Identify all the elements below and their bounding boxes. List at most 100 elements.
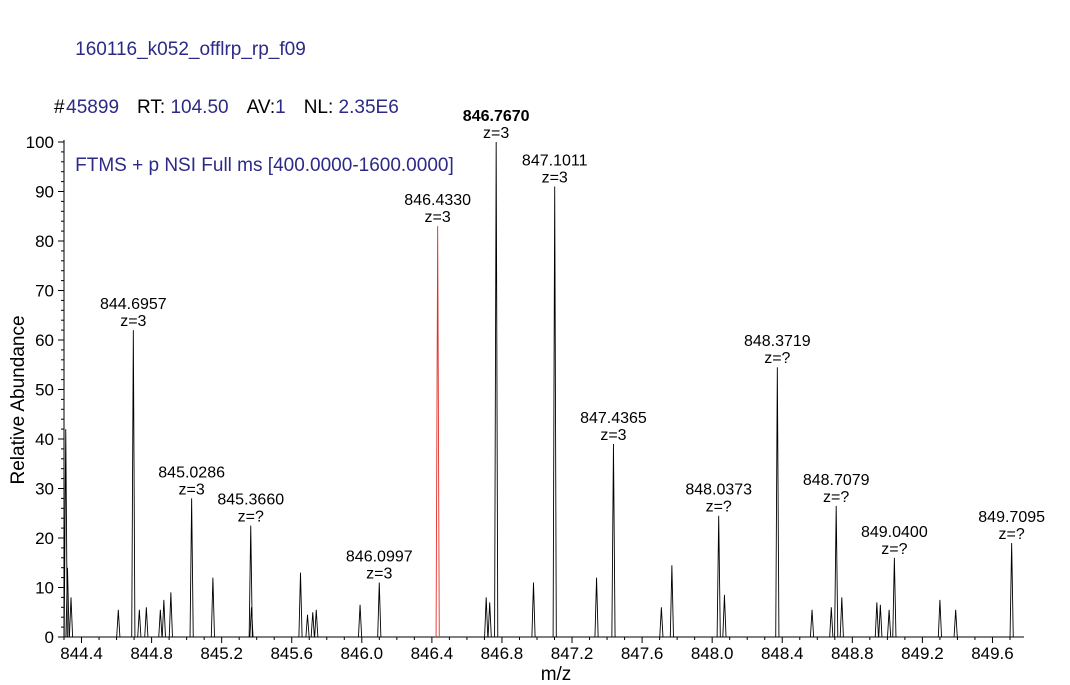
spectrum-peak bbox=[310, 612, 315, 638]
spectrum-peak bbox=[1009, 542, 1014, 638]
peak-charge-label: z=? bbox=[238, 509, 264, 526]
y-tick-label: 20 bbox=[35, 529, 54, 548]
spectrum-peak bbox=[953, 609, 958, 638]
spectrum-peak bbox=[63, 429, 68, 638]
x-tick-label: 846.8 bbox=[481, 644, 524, 663]
spectrum-peak bbox=[65, 567, 70, 638]
spectrum-peak bbox=[484, 597, 489, 638]
peak-charge-label: z=3 bbox=[483, 125, 509, 142]
peak-charge-label: z=3 bbox=[179, 481, 205, 498]
spectrum-peak bbox=[659, 607, 664, 638]
spectrum-peak bbox=[487, 602, 492, 638]
x-tick-label: 847.2 bbox=[551, 644, 594, 663]
chart-axes: 0 10 20 30 40 50 60 70 80 90 100 844.4 844.8 845.2 845… bbox=[26, 133, 1024, 663]
y-tick-label: 0 bbox=[45, 628, 54, 647]
x-tick-label: 844.4 bbox=[60, 644, 103, 663]
scan-filter-line: FTMS + p NSI Full ms [400.0000-1600.0000… bbox=[54, 122, 454, 209]
x-tick-label: 846.0 bbox=[341, 644, 384, 663]
peak-mz-label: 849.7095 bbox=[978, 509, 1045, 526]
av-value: 1 bbox=[275, 97, 286, 118]
y-tick-label: 90 bbox=[35, 183, 54, 202]
spectrum-peak bbox=[358, 604, 363, 638]
rt-value: 104.50 bbox=[170, 97, 229, 118]
x-tick-label: 846.4 bbox=[411, 644, 454, 663]
spectrum-peak bbox=[189, 498, 194, 638]
peak-charge-label: z=? bbox=[881, 541, 907, 558]
peak-charge-label: z=? bbox=[823, 489, 849, 506]
peak-mz-label: 847.4365 bbox=[580, 410, 647, 427]
y-tick-label: 80 bbox=[35, 232, 54, 251]
scan-filter: FTMS + p NSI Full ms [400.0000-1600.0000… bbox=[75, 155, 454, 176]
nl-value: 2.35E6 bbox=[338, 97, 399, 118]
y-tick-label: 50 bbox=[35, 381, 54, 400]
spectrum-peak bbox=[722, 594, 727, 638]
y-tick-label: 70 bbox=[35, 282, 54, 301]
x-tick-label: 845.2 bbox=[200, 644, 243, 663]
peak-mz-label: 845.0286 bbox=[158, 464, 225, 481]
y-tick-label: 30 bbox=[35, 480, 54, 499]
spectrum-peak bbox=[161, 599, 166, 638]
peak-charge-label: z=3 bbox=[120, 313, 146, 330]
x-tick-label: 847.6 bbox=[621, 644, 664, 663]
y-tick-label: 100 bbox=[26, 133, 54, 152]
peak-mz-label: 847.1011 bbox=[522, 153, 588, 170]
spectrum-peak bbox=[168, 592, 173, 638]
nl-label: NL: bbox=[303, 97, 334, 118]
spectrum-peak bbox=[669, 565, 674, 638]
spectrum-peak bbox=[314, 609, 319, 638]
peak-charge-label: z=3 bbox=[425, 209, 451, 226]
scan-label: # bbox=[54, 97, 65, 118]
scan-number: 45899 bbox=[66, 97, 120, 118]
y-axis-label: Relative Abundance bbox=[8, 315, 29, 484]
peak-charge-label: z=3 bbox=[542, 170, 568, 187]
peak-charge-label: z=3 bbox=[366, 566, 392, 583]
spectrum-peak bbox=[137, 609, 142, 638]
filename-line: 160116_k052_offlrp_rp_f09 bbox=[54, 6, 454, 93]
peak-mz-label: 848.7079 bbox=[803, 472, 870, 489]
spectrum-peak bbox=[809, 609, 815, 638]
spectrum-peak bbox=[210, 577, 215, 638]
spectrum-peak bbox=[131, 330, 136, 638]
spectrum-peak bbox=[116, 609, 121, 638]
x-tick-label: 845.6 bbox=[270, 644, 313, 663]
filename: 160116_k052_offlrp_rp_f09 bbox=[75, 39, 306, 60]
peak-mz-label: 845.3660 bbox=[217, 492, 284, 509]
peak-mz-label: 846.4330 bbox=[404, 192, 471, 209]
spectrum-header: 160116_k052_offlrp_rp_f09 # 45899 RT: 104… bbox=[54, 6, 454, 209]
x-axis-label: m/z bbox=[541, 664, 572, 685]
spectrum-peak bbox=[611, 443, 616, 638]
spectrum-peak bbox=[494, 141, 499, 638]
peak-labels: 844.6957z=3845.0286z=3845.3660z=?846.099… bbox=[100, 108, 1045, 583]
peak-mz-label: 846.0997 bbox=[346, 549, 413, 566]
x-tick-label: 849.6 bbox=[971, 644, 1014, 663]
y-tick-label: 60 bbox=[35, 331, 54, 350]
spectrum-peak bbox=[248, 525, 253, 638]
spectrum-peak bbox=[305, 614, 310, 638]
spectrum-peak bbox=[892, 557, 897, 638]
spectrum-peak bbox=[377, 582, 382, 638]
spectrum-peak bbox=[298, 572, 303, 638]
x-tick-label: 848.4 bbox=[761, 644, 804, 663]
peak-mz-label: 848.0373 bbox=[685, 482, 752, 499]
av-label: AV: bbox=[246, 97, 276, 118]
x-tick-label: 849.2 bbox=[901, 644, 944, 663]
spectrum-peak bbox=[144, 607, 149, 638]
spectrum-peak bbox=[829, 607, 834, 638]
peak-mz-label: 848.3719 bbox=[744, 333, 811, 350]
spectrum-peak bbox=[531, 582, 536, 638]
spectrum-peak bbox=[874, 602, 879, 638]
peak-charge-label: z=? bbox=[999, 526, 1025, 543]
spectrum-peak bbox=[775, 367, 780, 638]
spectrum-peak bbox=[158, 609, 163, 638]
spectrum-peak bbox=[878, 604, 883, 638]
spectrum-peak bbox=[834, 505, 839, 638]
spectrum-peak bbox=[937, 599, 942, 638]
spectrum-peak bbox=[594, 577, 599, 638]
peak-mz-label: 849.0400 bbox=[861, 524, 928, 541]
peak-charge-label: z=? bbox=[706, 499, 732, 516]
x-tick-label: 848.8 bbox=[831, 644, 874, 663]
peak-charge-label: z=? bbox=[764, 350, 790, 367]
rt-label: RT: bbox=[137, 97, 166, 118]
spectrum-peak bbox=[839, 597, 844, 638]
